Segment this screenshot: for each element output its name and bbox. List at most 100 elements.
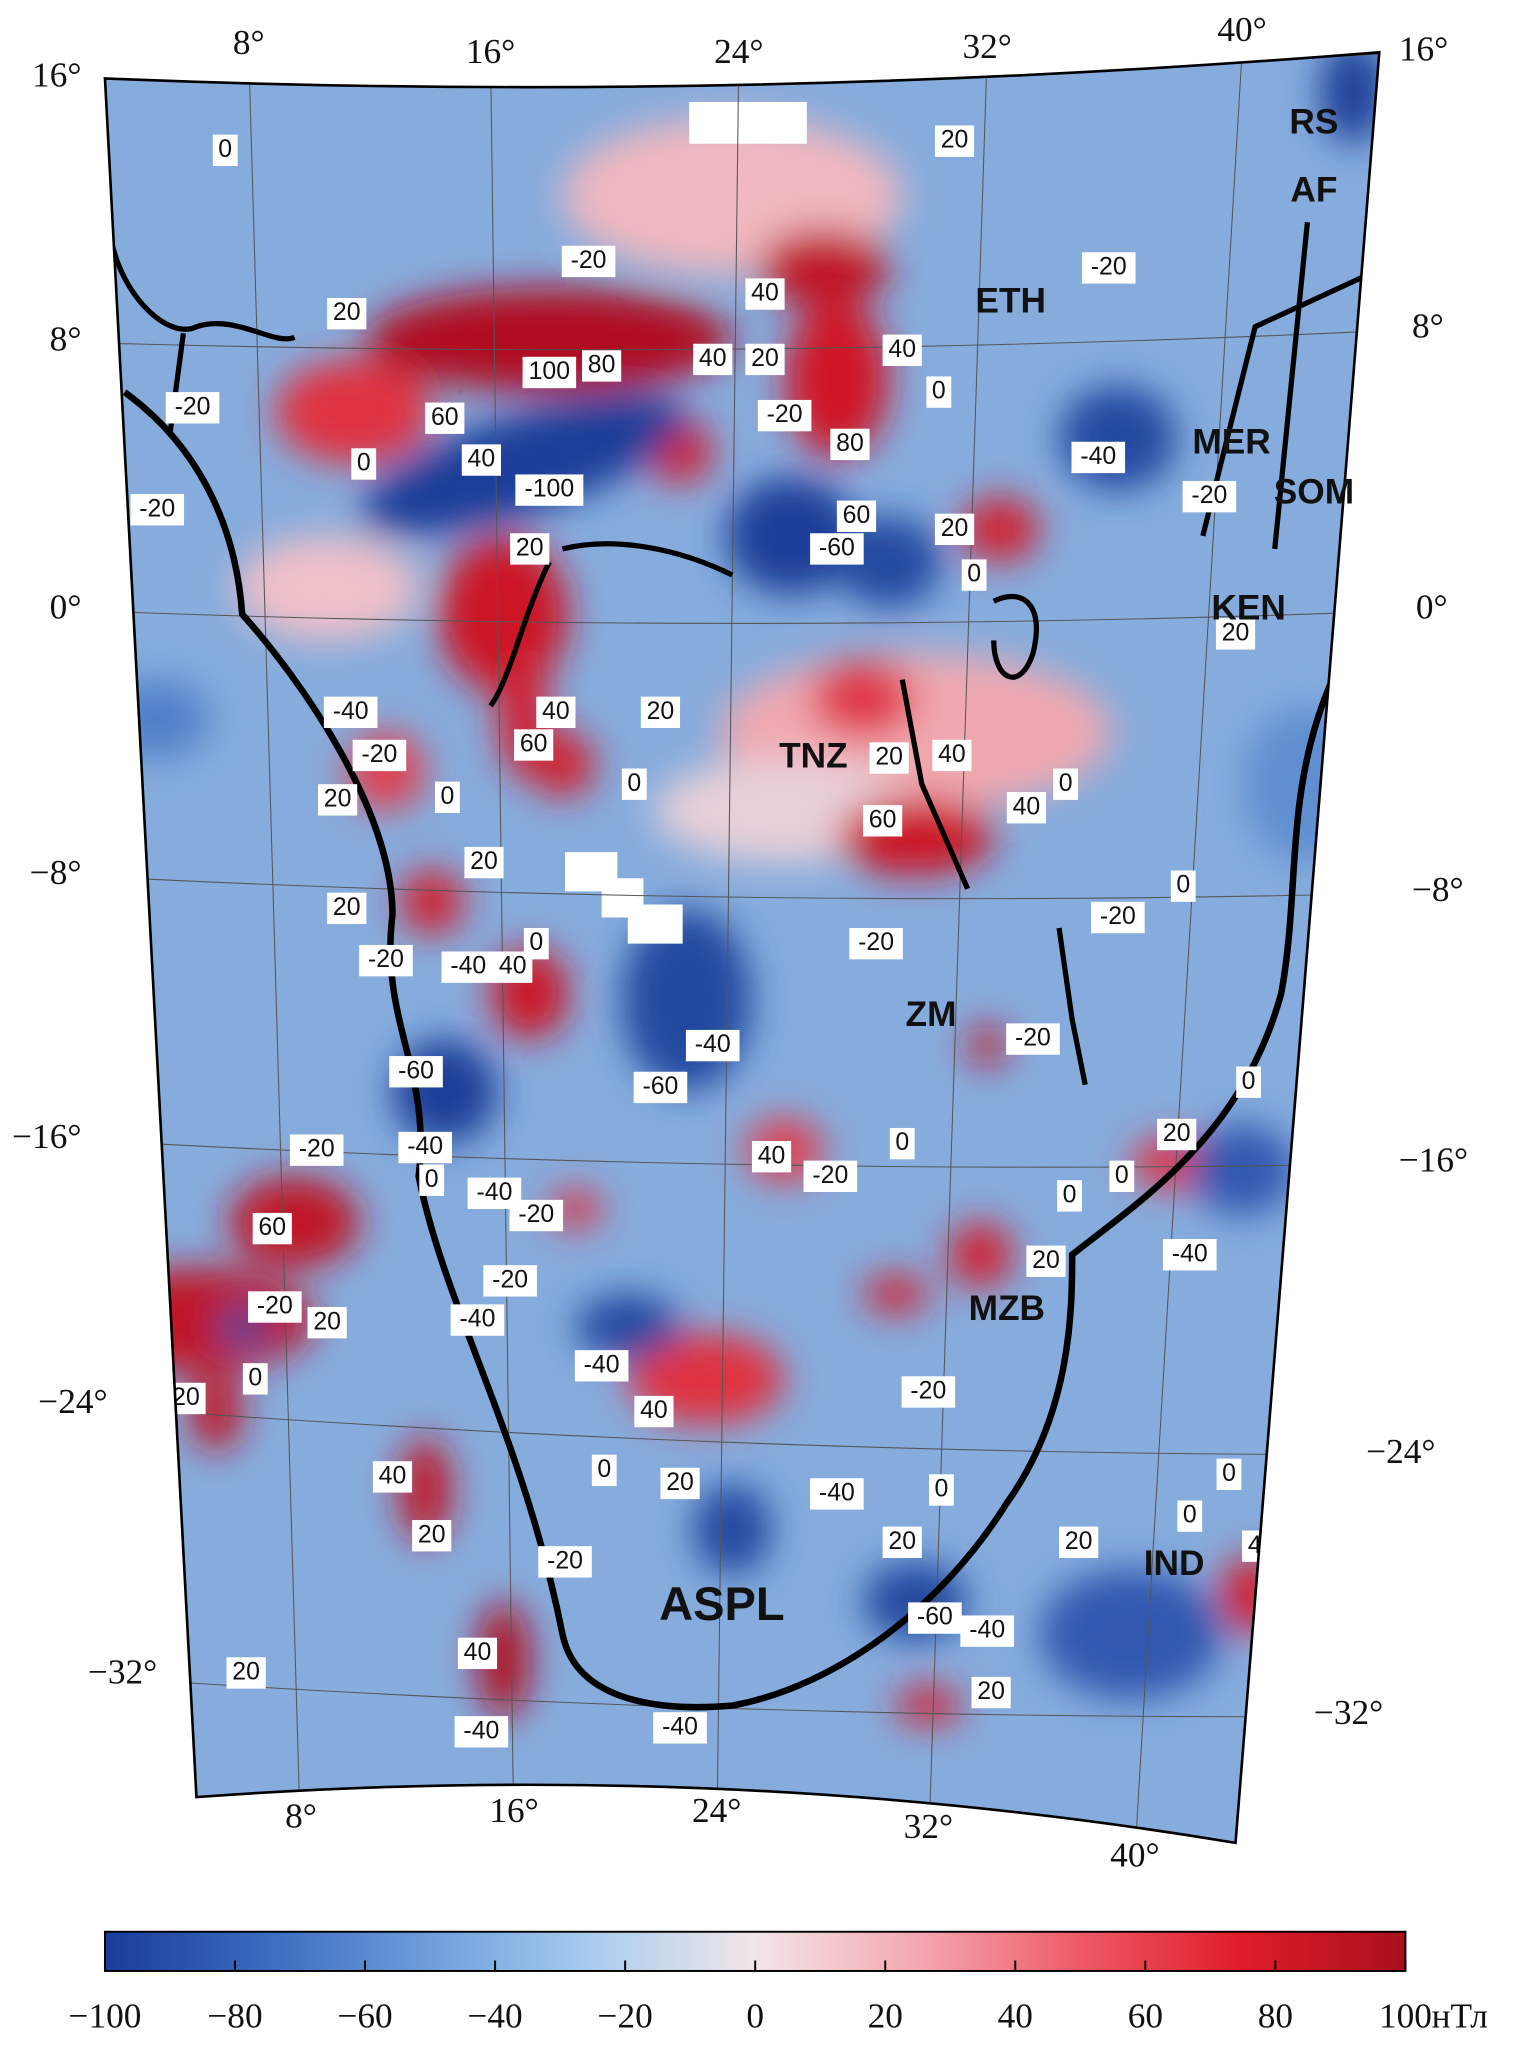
anomaly — [1320, 52, 1380, 144]
contour-label: 0 — [104, 792, 128, 824]
label-box — [327, 297, 367, 330]
parallel — [104, 1404, 1380, 1456]
label-box — [1157, 1118, 1197, 1151]
label-box — [464, 846, 504, 879]
contour-value: 80 — [836, 430, 864, 457]
label-box — [849, 927, 903, 960]
contour-value: 0 — [895, 1129, 909, 1156]
lat-label: −32° — [1314, 1693, 1383, 1732]
contour-value: -20 — [1100, 903, 1136, 930]
contour-label: 0 — [1236, 1066, 1262, 1098]
anomaly-field — [104, 52, 1380, 1726]
contour-label: -20 — [561, 245, 616, 278]
contour-value: 0 — [1059, 770, 1073, 797]
contour-value: 100 — [529, 358, 570, 385]
contour-value: 20 — [875, 744, 903, 771]
contour-label: 60 — [863, 805, 903, 837]
lat-label: 16° — [1399, 29, 1448, 68]
contour-label: 60 — [836, 500, 877, 532]
label-box — [926, 376, 952, 408]
colorbar-tick-label: 100 — [1379, 1996, 1432, 2035]
lon-label: 32° — [963, 27, 1012, 66]
anomaly — [104, 679, 210, 759]
contour-value: 0 — [1183, 1502, 1197, 1529]
contour-label: -20 — [538, 1546, 592, 1578]
anomaly — [438, 535, 569, 693]
label-box — [889, 1127, 915, 1160]
contour-label: -20 — [289, 1134, 344, 1166]
label-box — [882, 1526, 922, 1558]
label-box — [1071, 441, 1126, 474]
label-box — [757, 399, 812, 432]
contour-value: -20 — [858, 929, 894, 956]
contour-label: -40 — [398, 1131, 452, 1164]
contour-label: 60 — [514, 729, 554, 761]
contour-label: 40 — [372, 1461, 413, 1493]
colorbar-tick-label: 80 — [1258, 1996, 1293, 2035]
contour-label: 0 — [621, 768, 647, 800]
contour-label: -40 — [323, 696, 378, 729]
label-box — [640, 696, 681, 729]
contour-value: -20 — [812, 1162, 848, 1189]
contour-value: 0 — [627, 770, 641, 797]
tectonic-lines — [108, 221, 1380, 1086]
contour-value: 60 — [258, 1214, 286, 1241]
contour-value: 0 — [967, 561, 981, 588]
label-box — [751, 1141, 792, 1173]
colorbar-tick-label: 60 — [1128, 1996, 1163, 2035]
contour-label: 20 — [318, 784, 358, 816]
anomaly — [575, 1293, 681, 1360]
contour-value: 20 — [941, 515, 969, 542]
meridian — [1134, 52, 1243, 1843]
lat-label: −24° — [1366, 1432, 1435, 1471]
contour-value: 40 — [464, 1639, 492, 1666]
contour-value: -20 — [1015, 1025, 1051, 1052]
contour-label: -40 — [1071, 441, 1126, 474]
contour-value: 20 — [751, 345, 779, 372]
contour-label: -60 — [908, 1602, 962, 1634]
lon-label: 24° — [692, 1791, 741, 1830]
contour-label: 40 — [634, 1395, 674, 1428]
label-box — [412, 1520, 452, 1552]
contour-value: 0 — [935, 1476, 949, 1503]
contour-label: 20 — [640, 696, 681, 729]
contour-label: 0 — [926, 376, 952, 408]
contour-label: 0 — [961, 559, 987, 591]
label-box — [441, 951, 496, 983]
label-box — [351, 448, 377, 480]
contour-value: -20 — [571, 247, 607, 274]
label-box — [1006, 792, 1047, 824]
contour-label: 20 — [327, 892, 367, 925]
label-box — [1053, 768, 1079, 800]
contour-value: -20 — [368, 946, 404, 973]
contour-value: 0 — [1222, 1460, 1236, 1487]
contour-value: -20 — [1091, 253, 1127, 280]
contour-value: 20 — [418, 1521, 446, 1548]
label-box — [934, 513, 975, 546]
no-data — [565, 852, 683, 944]
label-box — [130, 494, 185, 526]
contour-value: -40 — [407, 1133, 443, 1160]
label-box — [1215, 618, 1256, 650]
contour-value: -20 — [361, 741, 397, 768]
contour-value: -60 — [917, 1604, 953, 1631]
region-label: IND — [1144, 1544, 1205, 1583]
label-box — [1319, 1219, 1374, 1251]
label-box — [653, 1712, 707, 1744]
contour-label: -40 — [810, 1478, 864, 1510]
label-box — [961, 559, 987, 591]
contour-value: 60 — [431, 404, 459, 431]
lon-label: 40° — [1110, 1836, 1159, 1875]
no-data — [689, 101, 807, 144]
contour-value: 60 — [843, 502, 871, 529]
contour-value: 20 — [1065, 1528, 1093, 1555]
anomaly — [235, 535, 419, 641]
contour-label: 60 — [252, 1212, 292, 1245]
contour-label: -40 — [454, 1716, 509, 1748]
contour-value: -40 — [333, 698, 369, 725]
contour-label: 20 — [166, 1382, 206, 1415]
map-frame — [103, 50, 1381, 1845]
lat-label: 16° — [32, 56, 81, 95]
contour-label: 20 — [882, 1526, 922, 1558]
